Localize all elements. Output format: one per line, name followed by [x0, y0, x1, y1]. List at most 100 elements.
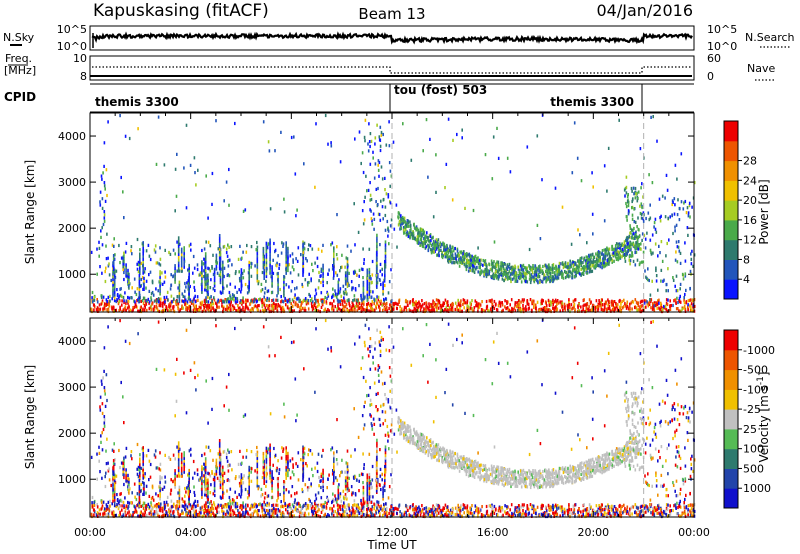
power-cell	[592, 232, 594, 236]
power-cell	[676, 213, 679, 217]
power-cell	[390, 300, 393, 304]
power-cell	[687, 211, 690, 215]
power-cell	[545, 308, 548, 312]
power-cell	[393, 227, 396, 231]
power-cell	[618, 118, 620, 122]
power-cell	[201, 271, 203, 275]
power-cell	[105, 168, 108, 172]
power-cell	[345, 256, 348, 260]
power-cell	[283, 286, 285, 290]
power-cell	[521, 267, 523, 271]
power-cell	[336, 213, 338, 217]
power-cell	[415, 300, 418, 305]
power-cell	[471, 254, 473, 258]
power-cell	[261, 288, 264, 292]
noise-right-label: N.Search	[745, 31, 795, 44]
power-cell	[536, 266, 538, 270]
power-cell	[576, 156, 579, 160]
power-cell	[232, 294, 235, 298]
power-cell	[634, 298, 637, 302]
power-cell	[632, 186, 635, 190]
power-cell	[212, 302, 215, 306]
velocity-cell	[148, 512, 151, 516]
power-cell	[361, 209, 364, 213]
power-cell	[461, 258, 464, 262]
velocity-cell	[543, 514, 546, 518]
power-cell	[660, 268, 663, 272]
power-cell	[269, 238, 271, 242]
power-cell	[466, 260, 469, 265]
velocity-cell	[186, 511, 189, 515]
power-cell	[497, 268, 500, 272]
power-cell	[420, 227, 423, 232]
power-cell	[450, 257, 453, 261]
power-cell	[226, 284, 228, 288]
power-cell	[530, 268, 532, 272]
power-cell	[128, 305, 130, 309]
power-cell	[513, 269, 515, 273]
power-cell	[506, 277, 509, 281]
power-cell	[635, 250, 638, 254]
power-cell	[213, 267, 216, 271]
power-cell	[314, 185, 316, 189]
power-cell	[226, 298, 228, 302]
power-cell	[614, 251, 617, 255]
power-cell	[123, 299, 125, 303]
power-cell	[302, 250, 305, 254]
power-cell	[591, 269, 594, 273]
power-cell	[177, 255, 180, 259]
power-cell	[640, 186, 642, 190]
power-cell	[375, 187, 378, 191]
power-cell	[172, 308, 175, 312]
power-cell	[352, 309, 354, 313]
power-cell	[580, 305, 582, 309]
power-cell	[605, 249, 607, 253]
power-cell	[352, 286, 354, 290]
power-cell	[424, 234, 426, 238]
power-cell	[531, 268, 533, 272]
power-colorbar-swatch	[724, 279, 738, 300]
power-cell	[285, 271, 287, 275]
power-cell	[470, 258, 472, 262]
power-cell	[564, 270, 566, 274]
power-cell	[588, 253, 590, 257]
power-cell	[215, 119, 217, 123]
power-heatmap-cells	[90, 113, 696, 314]
power-cell	[343, 298, 346, 302]
velocity-cell	[635, 505, 638, 509]
power-cell	[113, 296, 116, 300]
power-cell	[488, 272, 490, 276]
power-cell	[250, 265, 252, 269]
power-cell	[138, 263, 140, 267]
power-cell	[188, 304, 190, 308]
power-cell	[558, 272, 561, 276]
power-cell	[587, 261, 589, 265]
power-cell	[563, 306, 566, 310]
velocity-cell	[522, 505, 525, 509]
power-cell	[177, 286, 179, 290]
power-cell	[142, 249, 144, 253]
velocity-cell	[570, 508, 573, 512]
power-cell	[203, 305, 205, 309]
power-cell	[173, 305, 175, 309]
power-cell	[230, 300, 232, 304]
power-cell	[388, 242, 390, 246]
power-cell	[184, 302, 186, 306]
velocity-cell	[630, 506, 633, 510]
power-cell	[452, 261, 455, 265]
power-cell	[241, 256, 243, 260]
velocity-cell	[168, 508, 170, 512]
power-cell	[640, 299, 643, 303]
power-cell	[418, 234, 420, 238]
power-cell	[373, 217, 376, 221]
power-cell	[358, 306, 361, 310]
power-cell	[637, 304, 640, 308]
power-cell	[101, 243, 104, 247]
power-cell	[163, 295, 166, 300]
power-cell	[592, 258, 595, 262]
power-cell	[139, 258, 141, 262]
power-cell	[633, 192, 635, 196]
power-cell	[653, 221, 656, 225]
power-cell	[642, 195, 644, 199]
power-cell	[143, 296, 146, 300]
